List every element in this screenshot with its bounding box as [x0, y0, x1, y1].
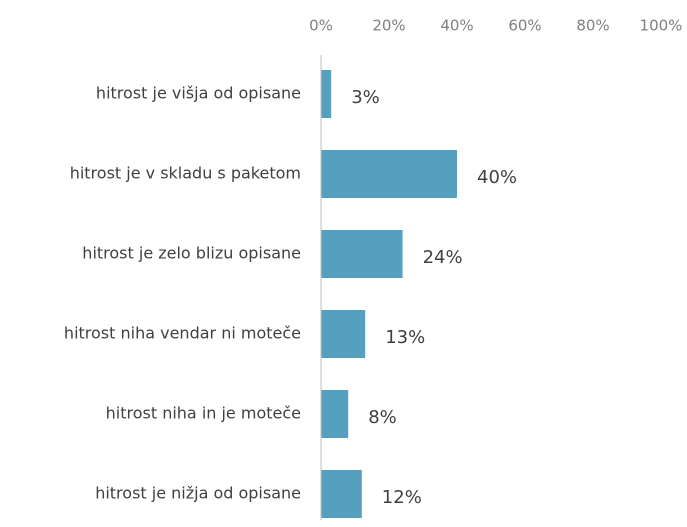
category-label: hitrost je v skladu s paketom	[70, 164, 301, 183]
x-tick-label: 100%	[640, 17, 683, 35]
x-tick-label: 0%	[309, 17, 333, 35]
x-tick-label: 40%	[440, 17, 473, 35]
data-label: 12%	[382, 487, 422, 508]
bar	[321, 390, 349, 438]
category-label: hitrost niha vendar ni moteče	[64, 324, 301, 343]
bar	[321, 70, 332, 118]
category-label: hitrost je zelo blizu opisane	[82, 244, 301, 263]
category-label: hitrost je višja od opisane	[96, 84, 301, 103]
x-tick-label: 80%	[576, 17, 609, 35]
data-label: 13%	[385, 327, 425, 348]
data-label: 40%	[477, 167, 517, 188]
bar	[321, 150, 457, 198]
category-label: hitrost niha in je moteče	[106, 404, 301, 423]
bar	[321, 230, 403, 278]
bar	[321, 310, 366, 358]
data-label: 3%	[351, 87, 380, 108]
data-label: 24%	[423, 247, 463, 268]
x-tick-label: 60%	[508, 17, 541, 35]
data-label: 8%	[368, 407, 397, 428]
x-tick-label: 20%	[372, 17, 405, 35]
bar	[321, 470, 362, 518]
category-label: hitrost je nižja od opisane	[95, 484, 301, 503]
